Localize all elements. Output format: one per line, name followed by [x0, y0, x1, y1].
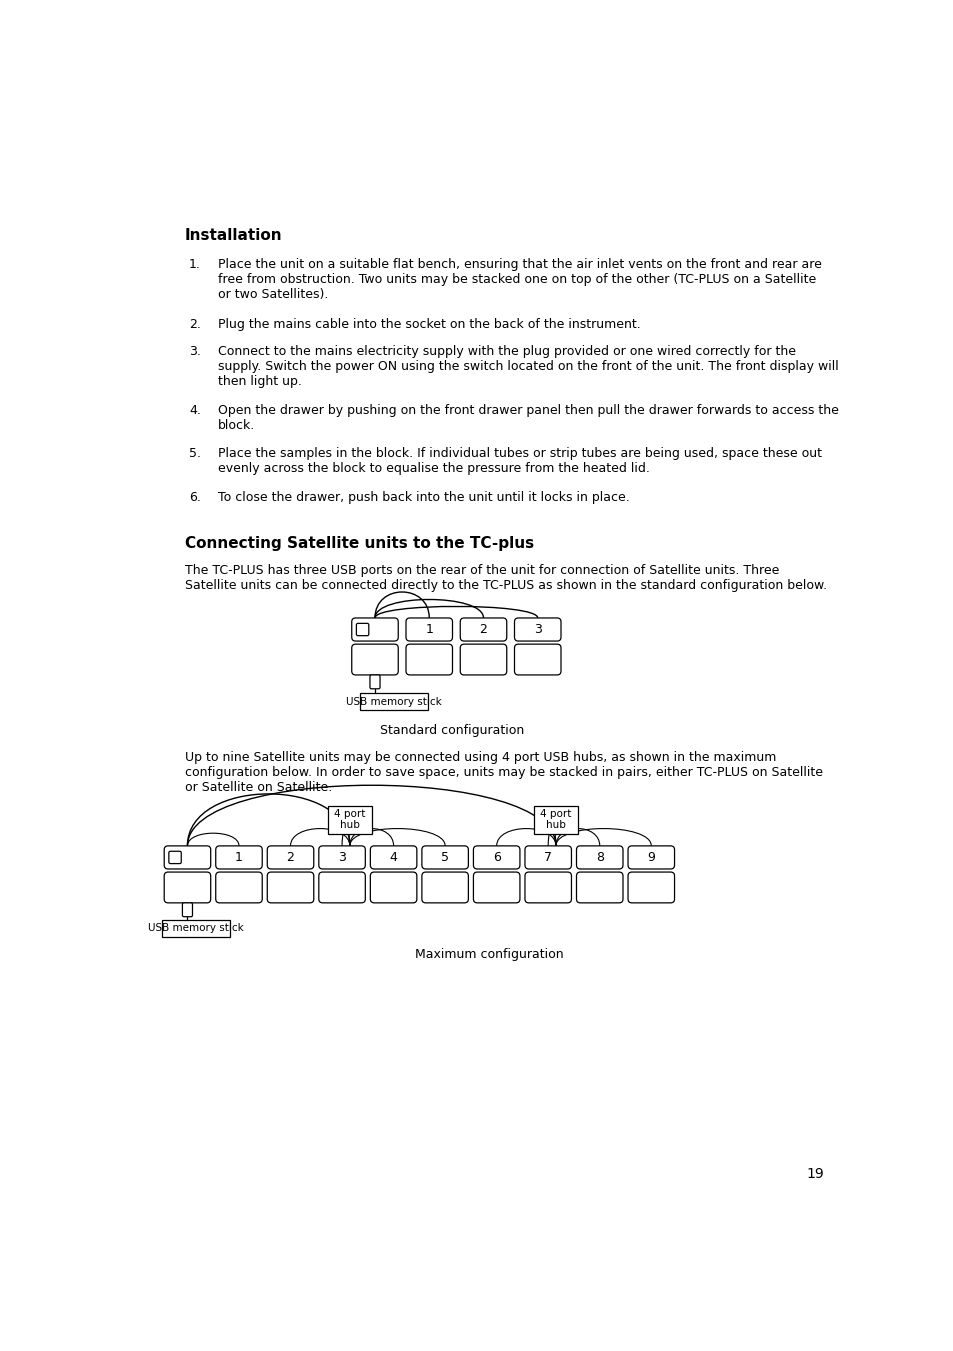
FancyBboxPatch shape: [524, 871, 571, 902]
FancyBboxPatch shape: [356, 623, 369, 636]
Text: To close the drawer, push back into the unit until it locks in place.: To close the drawer, push back into the …: [217, 490, 629, 504]
FancyBboxPatch shape: [352, 617, 397, 642]
FancyBboxPatch shape: [514, 644, 560, 676]
Text: 1: 1: [425, 623, 433, 636]
FancyBboxPatch shape: [524, 846, 571, 869]
FancyBboxPatch shape: [370, 871, 416, 902]
Text: Open the drawer by pushing on the front drawer panel then pull the drawer forwar: Open the drawer by pushing on the front …: [217, 404, 838, 432]
Text: USB memory stick: USB memory stick: [345, 697, 441, 707]
Text: 3.: 3.: [189, 345, 201, 358]
Text: 2: 2: [479, 623, 487, 636]
Text: Plug the mains cable into the socket on the back of the instrument.: Plug the mains cable into the socket on …: [217, 317, 639, 331]
FancyBboxPatch shape: [370, 846, 416, 869]
FancyBboxPatch shape: [267, 871, 314, 902]
FancyBboxPatch shape: [370, 676, 379, 689]
Text: 1.: 1.: [189, 258, 201, 272]
Text: 6.: 6.: [189, 490, 201, 504]
FancyBboxPatch shape: [406, 644, 452, 676]
FancyBboxPatch shape: [406, 617, 452, 642]
FancyBboxPatch shape: [359, 693, 427, 711]
FancyBboxPatch shape: [576, 871, 622, 902]
FancyBboxPatch shape: [318, 846, 365, 869]
Text: Standard configuration: Standard configuration: [380, 724, 524, 738]
FancyBboxPatch shape: [215, 871, 262, 902]
Text: Maximum configuration: Maximum configuration: [415, 948, 562, 962]
FancyBboxPatch shape: [328, 805, 371, 834]
FancyBboxPatch shape: [182, 902, 193, 917]
FancyBboxPatch shape: [267, 846, 314, 869]
FancyBboxPatch shape: [576, 846, 622, 869]
Text: 19: 19: [806, 1167, 823, 1181]
Text: 5: 5: [440, 851, 449, 863]
Text: Installation: Installation: [185, 227, 282, 243]
Text: Connecting Satellite units to the TC-plus: Connecting Satellite units to the TC-plu…: [185, 536, 534, 551]
Text: Connect to the mains electricity supply with the plug provided or one wired corr: Connect to the mains electricity supply …: [217, 345, 838, 388]
Text: 4 port
hub: 4 port hub: [334, 809, 365, 831]
Text: 2: 2: [286, 851, 294, 863]
FancyBboxPatch shape: [534, 805, 578, 834]
FancyBboxPatch shape: [421, 846, 468, 869]
FancyBboxPatch shape: [164, 846, 211, 869]
Text: 6: 6: [492, 851, 500, 863]
Text: 5.: 5.: [189, 447, 201, 461]
FancyBboxPatch shape: [164, 871, 211, 902]
Text: 3: 3: [337, 851, 346, 863]
Text: Up to nine Satellite units may be connected using 4 port USB hubs, as shown in t: Up to nine Satellite units may be connec…: [185, 751, 822, 794]
FancyBboxPatch shape: [473, 871, 519, 902]
FancyBboxPatch shape: [169, 851, 181, 863]
Text: Place the samples in the block. If individual tubes or strip tubes are being use: Place the samples in the block. If indiv…: [217, 447, 821, 476]
Text: 3: 3: [534, 623, 541, 636]
FancyBboxPatch shape: [421, 871, 468, 902]
FancyBboxPatch shape: [473, 846, 519, 869]
Text: 4: 4: [389, 851, 397, 863]
Text: 2.: 2.: [189, 317, 201, 331]
Text: 4.: 4.: [189, 404, 201, 417]
Text: USB memory stick: USB memory stick: [148, 923, 244, 934]
FancyBboxPatch shape: [352, 644, 397, 676]
Text: Place the unit on a suitable flat bench, ensuring that the air inlet vents on th: Place the unit on a suitable flat bench,…: [217, 258, 821, 301]
Text: 7: 7: [543, 851, 552, 863]
Text: 1: 1: [234, 851, 243, 863]
FancyBboxPatch shape: [627, 871, 674, 902]
Text: 8: 8: [595, 851, 603, 863]
FancyBboxPatch shape: [318, 871, 365, 902]
Text: The TC-PLUS has three USB ports on the rear of the unit for connection of Satell: The TC-PLUS has three USB ports on the r…: [185, 565, 826, 592]
FancyBboxPatch shape: [215, 846, 262, 869]
FancyBboxPatch shape: [162, 920, 230, 936]
FancyBboxPatch shape: [459, 617, 506, 642]
FancyBboxPatch shape: [459, 644, 506, 676]
Text: 9: 9: [647, 851, 655, 863]
FancyBboxPatch shape: [627, 846, 674, 869]
Text: 4 port
hub: 4 port hub: [539, 809, 571, 831]
FancyBboxPatch shape: [514, 617, 560, 642]
